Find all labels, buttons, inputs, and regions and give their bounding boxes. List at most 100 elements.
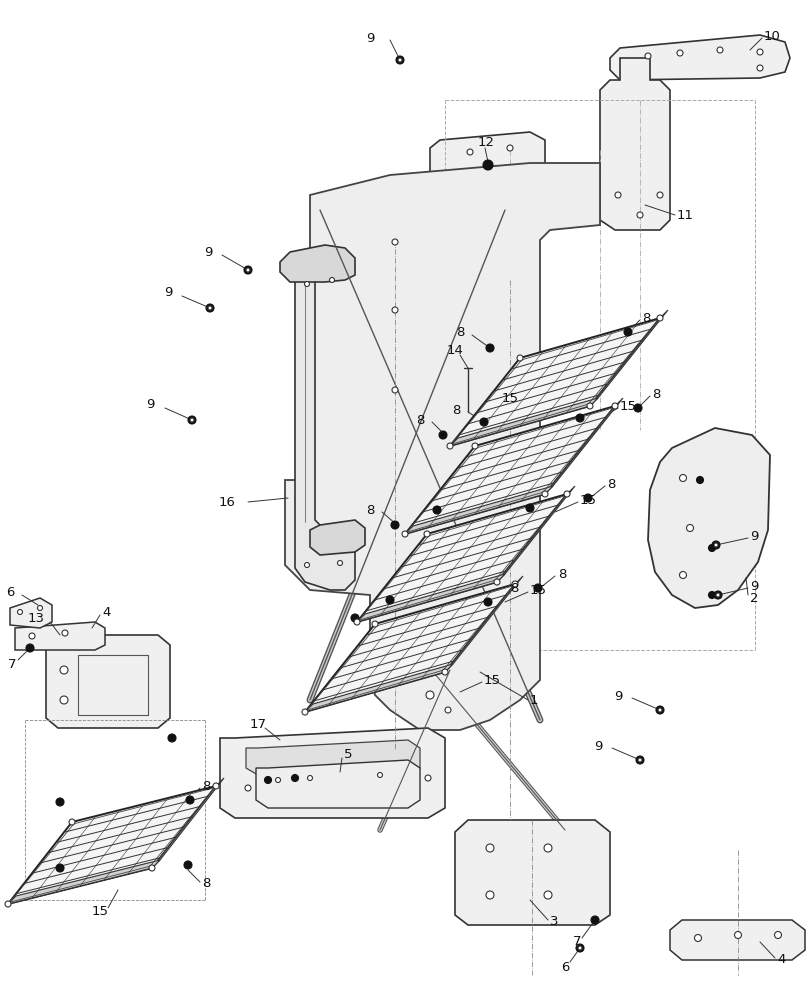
Circle shape xyxy=(307,776,312,780)
Text: 10: 10 xyxy=(763,30,780,43)
Circle shape xyxy=(635,756,643,764)
Polygon shape xyxy=(285,163,599,730)
Circle shape xyxy=(526,504,534,512)
Text: 6: 6 xyxy=(560,961,569,974)
Circle shape xyxy=(483,160,492,170)
Text: 4: 4 xyxy=(776,953,784,966)
Circle shape xyxy=(543,844,551,852)
Polygon shape xyxy=(46,635,169,728)
Text: 5: 5 xyxy=(344,748,352,762)
Polygon shape xyxy=(357,494,566,622)
Circle shape xyxy=(377,772,382,778)
Text: 9: 9 xyxy=(593,739,602,752)
Circle shape xyxy=(637,758,642,762)
Circle shape xyxy=(657,708,661,712)
Circle shape xyxy=(679,572,685,578)
Circle shape xyxy=(656,192,663,198)
Circle shape xyxy=(644,53,650,59)
Circle shape xyxy=(506,145,513,151)
Circle shape xyxy=(245,785,251,791)
Text: 14: 14 xyxy=(446,344,463,357)
Circle shape xyxy=(401,531,407,537)
Text: 15: 15 xyxy=(530,584,547,596)
Circle shape xyxy=(479,418,487,426)
Polygon shape xyxy=(8,786,216,904)
Text: 8: 8 xyxy=(455,326,464,338)
Circle shape xyxy=(611,403,617,409)
Text: 16: 16 xyxy=(218,495,234,508)
Text: 9: 9 xyxy=(204,245,212,258)
Circle shape xyxy=(62,630,68,636)
Circle shape xyxy=(715,593,719,597)
Circle shape xyxy=(708,591,714,598)
Text: 12: 12 xyxy=(477,136,494,149)
Text: 8: 8 xyxy=(607,478,615,490)
Circle shape xyxy=(577,946,581,950)
Circle shape xyxy=(564,491,569,497)
Text: 17: 17 xyxy=(249,718,266,731)
Circle shape xyxy=(371,621,378,627)
Polygon shape xyxy=(444,576,522,672)
Circle shape xyxy=(392,307,397,313)
Circle shape xyxy=(208,306,212,310)
Text: 3: 3 xyxy=(549,915,558,928)
Circle shape xyxy=(206,304,214,312)
Circle shape xyxy=(444,707,450,713)
Polygon shape xyxy=(669,920,804,960)
Text: 13: 13 xyxy=(28,611,45,624)
Circle shape xyxy=(541,491,547,497)
Polygon shape xyxy=(449,318,659,446)
Polygon shape xyxy=(310,520,365,555)
Circle shape xyxy=(734,931,740,938)
Circle shape xyxy=(486,344,493,352)
Circle shape xyxy=(716,47,722,53)
Text: 15: 15 xyxy=(579,493,596,506)
Circle shape xyxy=(636,212,642,218)
Circle shape xyxy=(439,431,446,439)
Circle shape xyxy=(486,891,493,899)
Circle shape xyxy=(29,633,35,639)
Text: 8: 8 xyxy=(202,780,210,792)
Polygon shape xyxy=(496,486,574,582)
Circle shape xyxy=(304,562,309,568)
Text: 9: 9 xyxy=(749,580,757,592)
Text: 4: 4 xyxy=(102,606,110,619)
Circle shape xyxy=(471,443,478,449)
Text: 8: 8 xyxy=(366,504,374,516)
Circle shape xyxy=(392,239,397,245)
Circle shape xyxy=(483,598,491,606)
Text: 7: 7 xyxy=(572,935,581,948)
Polygon shape xyxy=(405,486,552,534)
Circle shape xyxy=(534,584,541,592)
Circle shape xyxy=(397,58,401,62)
Circle shape xyxy=(5,901,11,907)
Circle shape xyxy=(275,778,280,782)
Circle shape xyxy=(756,65,762,71)
Polygon shape xyxy=(599,58,669,230)
Circle shape xyxy=(486,844,493,852)
Polygon shape xyxy=(220,728,444,818)
Polygon shape xyxy=(15,622,105,650)
Circle shape xyxy=(575,944,583,952)
Polygon shape xyxy=(590,310,667,406)
Circle shape xyxy=(466,149,473,155)
Circle shape xyxy=(774,931,780,938)
Polygon shape xyxy=(609,35,789,80)
Polygon shape xyxy=(647,428,769,608)
Polygon shape xyxy=(305,664,453,712)
Circle shape xyxy=(148,865,155,871)
Circle shape xyxy=(676,50,682,56)
Circle shape xyxy=(56,798,64,806)
Circle shape xyxy=(26,644,34,652)
Circle shape xyxy=(432,506,440,514)
Polygon shape xyxy=(294,258,354,590)
Polygon shape xyxy=(405,406,614,534)
Circle shape xyxy=(60,696,68,704)
Circle shape xyxy=(426,691,433,699)
Circle shape xyxy=(583,494,591,502)
Text: 8: 8 xyxy=(509,582,517,594)
Text: 11: 11 xyxy=(676,209,693,222)
Circle shape xyxy=(693,934,701,941)
Text: 1: 1 xyxy=(530,694,538,706)
Polygon shape xyxy=(449,398,597,446)
